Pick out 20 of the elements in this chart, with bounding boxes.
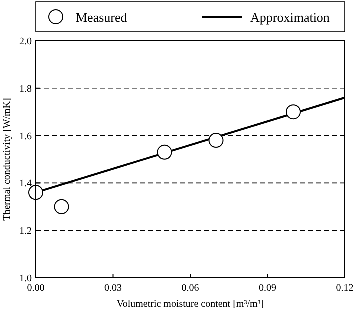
y-tick-label: 1.8: [20, 84, 32, 95]
x-tick-label: 0.06: [182, 283, 200, 294]
y-tick-label: 1.6: [20, 131, 32, 142]
point: [28, 185, 44, 200]
point: [208, 133, 224, 148]
x-tick-label: 0.00: [27, 283, 45, 294]
x-tick-label: 0.03: [104, 283, 122, 294]
y-tick-label: 1.2: [20, 226, 32, 238]
legend-label: Approximation: [250, 10, 330, 25]
x-tick-label: 0.12: [336, 283, 354, 294]
y-tick-label: 1.4: [20, 178, 32, 190]
y-tick-label: 1.0: [20, 274, 32, 284]
legend-label: Measured: [76, 10, 128, 25]
point: [54, 199, 70, 214]
x-axis-title: Volumetric moisture content [m³/m³]: [116, 299, 264, 310]
x-tick-label: 0.09: [259, 283, 276, 294]
y-tick-label: 2.0: [20, 36, 32, 48]
point: [157, 144, 172, 160]
point: [286, 104, 301, 120]
y-axis-title: Thermal conductivity [W/mK]: [2, 98, 13, 221]
